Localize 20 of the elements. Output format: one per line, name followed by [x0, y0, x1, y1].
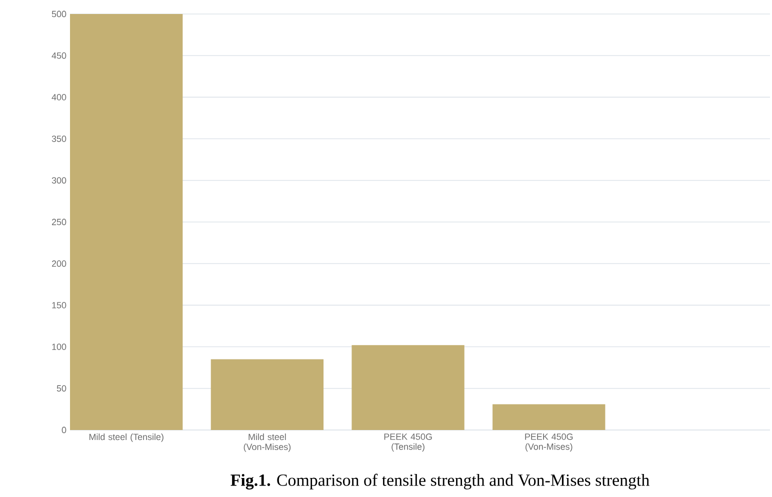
bar	[492, 404, 606, 430]
y-tick-label: 400	[52, 94, 66, 100]
y-tick-label: 0	[62, 426, 66, 434]
bar	[210, 359, 324, 430]
y-tick-label: 450	[52, 52, 66, 59]
x-tick-label: PEEK 450G (Tensile)	[384, 434, 432, 452]
bar	[352, 345, 464, 430]
text: Fig.1. Comparison of tensile strength and Von-Mises strength	[230, 474, 650, 490]
y-tick-label: 350	[52, 136, 66, 142]
x-tick-label: Mild steel (Tensile)	[89, 434, 164, 442]
y-tick-label: 100	[52, 344, 66, 350]
x-tick-label: PEEK 450G (Von-Mises)	[525, 434, 573, 452]
y-tick-label: 250	[52, 218, 66, 226]
y-tick-label: 150	[52, 302, 66, 308]
y-tick-label: 50	[56, 385, 66, 392]
y-tick-label: 200	[52, 260, 66, 267]
x-tick-label: Mild steel (Von-Mises)	[244, 434, 291, 452]
y-tick-label: 300	[52, 177, 66, 184]
y-tick-label: 500	[52, 10, 66, 18]
bar	[70, 14, 183, 430]
